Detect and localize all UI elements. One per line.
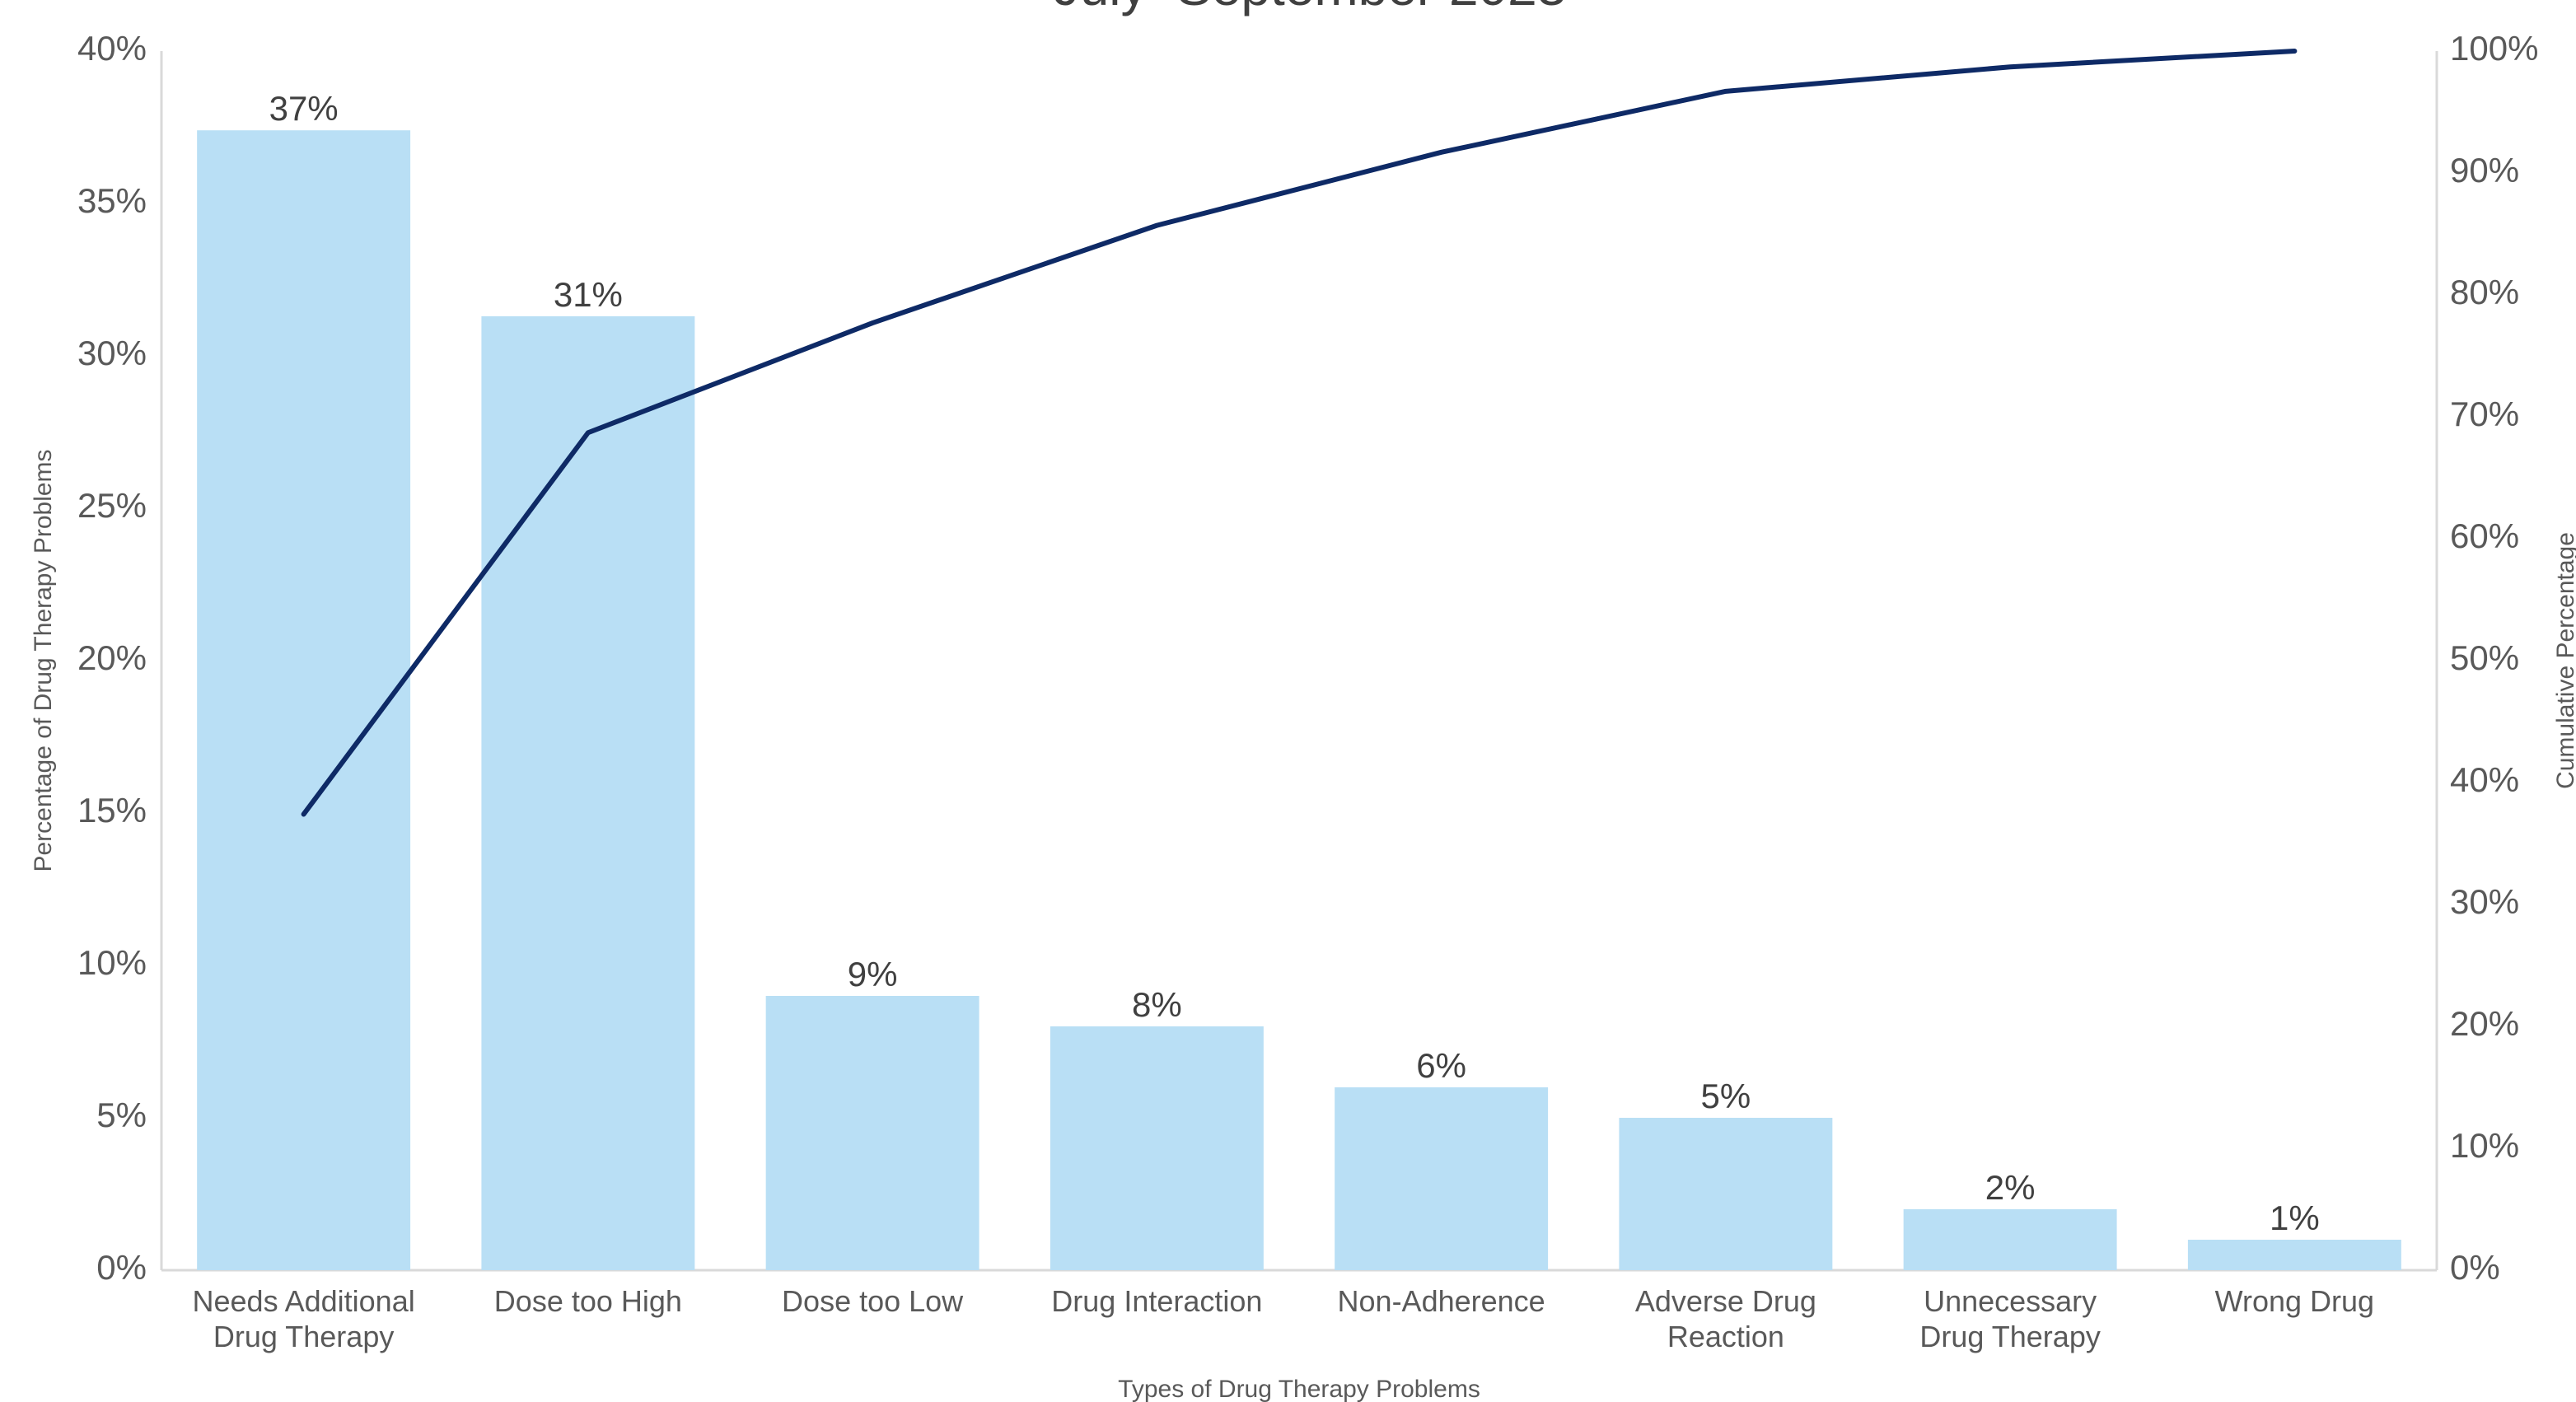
category-label: Needs Additional bbox=[193, 1284, 415, 1318]
y-tick-label: 40% bbox=[77, 29, 147, 68]
category-label: Drug Interaction bbox=[1051, 1284, 1262, 1318]
y-tick-label: 25% bbox=[77, 486, 147, 525]
bar-data-label: 2% bbox=[1985, 1168, 2036, 1207]
category-label: Dose too High bbox=[494, 1284, 682, 1318]
y2-tick-label: 50% bbox=[2450, 638, 2519, 677]
bar bbox=[1619, 1118, 1833, 1270]
chart-title: July–September 2023 bbox=[1054, 0, 1567, 16]
y-tick-label: 5% bbox=[96, 1096, 147, 1134]
cumulative-line bbox=[301, 49, 2298, 817]
y2-tick-label: 90% bbox=[2450, 151, 2519, 189]
category-label: Reaction bbox=[1667, 1320, 1784, 1353]
y-tick-label: 20% bbox=[77, 638, 147, 677]
bar-data-label: 37% bbox=[269, 89, 339, 128]
bar-series bbox=[197, 130, 2401, 1271]
y-tick-label: 35% bbox=[77, 181, 147, 220]
category-label: Adverse Drug bbox=[1635, 1284, 1816, 1318]
bar-data-label: 8% bbox=[1132, 985, 1182, 1024]
category-label: Wrong Drug bbox=[2215, 1284, 2374, 1318]
bar bbox=[2187, 1240, 2401, 1270]
y2-tick-label: 70% bbox=[2450, 395, 2519, 433]
bar-data-label: 5% bbox=[1701, 1077, 1751, 1115]
category-label: Dose too Low bbox=[782, 1284, 964, 1318]
bar bbox=[481, 315, 695, 1270]
bar-data-label: 31% bbox=[554, 275, 623, 314]
y2-tick-label: 60% bbox=[2450, 516, 2519, 555]
bar-data-label: 1% bbox=[2270, 1199, 2320, 1237]
y-tick-label: 10% bbox=[77, 943, 147, 982]
y2-tick-label: 10% bbox=[2450, 1126, 2519, 1165]
y2-tick-label: 20% bbox=[2450, 1004, 2519, 1043]
right-axis-ticks: 0% 10% 20% 30% 40% 50% 60% 70% 80% 90% 100% bbox=[2450, 29, 2538, 1287]
bar bbox=[765, 996, 979, 1270]
category-label: Unnecessary bbox=[1924, 1284, 2097, 1318]
bar-data-label: 9% bbox=[848, 955, 898, 993]
bar bbox=[1335, 1087, 1549, 1270]
y-tick-label: 0% bbox=[96, 1248, 147, 1287]
x-axis-title: Types of Drug Therapy Problems bbox=[1118, 1376, 1480, 1402]
y-tick-label: 15% bbox=[77, 791, 147, 830]
y-axis-title: Percentage of Drug Therapy Problems bbox=[30, 449, 57, 872]
y2-tick-label: 0% bbox=[2450, 1248, 2500, 1287]
bar-data-label: 6% bbox=[1416, 1046, 1466, 1085]
bar bbox=[1903, 1209, 2117, 1270]
y2-axis-title: Cumulative Percentage bbox=[2552, 532, 2576, 789]
y2-tick-label: 100% bbox=[2450, 29, 2538, 68]
y2-tick-label: 40% bbox=[2450, 760, 2519, 799]
category-label: Drug Therapy bbox=[1919, 1320, 2100, 1353]
bar-data-labels: 37% 31% 9% 8% 6% 5% 2% 1% bbox=[269, 89, 2320, 1237]
y2-tick-label: 30% bbox=[2450, 882, 2519, 921]
category-label: Non-Adherence bbox=[1338, 1284, 1545, 1318]
bar bbox=[1050, 1026, 1264, 1270]
cumulative-line-series bbox=[301, 49, 2298, 817]
y2-tick-label: 80% bbox=[2450, 273, 2519, 311]
left-axis-ticks: 0% 5% 10% 15% 20% 25% 30% 35% 40% bbox=[77, 29, 147, 1287]
y-tick-label: 30% bbox=[77, 334, 147, 372]
bar bbox=[197, 130, 411, 1271]
category-label: Drug Therapy bbox=[213, 1320, 394, 1353]
